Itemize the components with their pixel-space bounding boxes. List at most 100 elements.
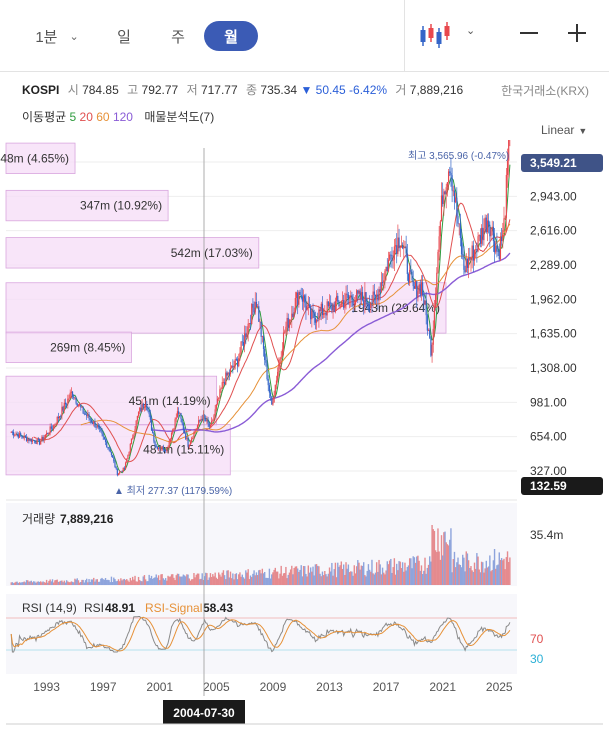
candle-body — [486, 220, 489, 233]
volume-bar — [265, 577, 267, 585]
candle-body — [66, 404, 68, 406]
candle-body — [120, 471, 122, 473]
candle-body — [360, 292, 362, 300]
volume-bar — [509, 557, 511, 585]
candle-body — [240, 341, 242, 353]
volume-bar — [177, 573, 180, 585]
candle-body — [117, 473, 120, 476]
time-tick-label: 2025 — [486, 680, 513, 694]
volume-bar — [176, 573, 179, 585]
volume-bar — [70, 581, 73, 585]
price-tick-label: 1,635.00 — [530, 327, 577, 341]
exchange-name: 한국거래소(KRX) — [501, 84, 589, 98]
volume-bar — [45, 579, 48, 585]
candle-body — [435, 294, 437, 308]
candle-body — [405, 246, 407, 254]
rsi-line — [10, 616, 511, 653]
candle-body — [366, 302, 368, 305]
candle-body — [466, 258, 469, 268]
candle-body — [41, 436, 43, 442]
volume-bar — [502, 560, 504, 585]
volume-bar — [89, 581, 91, 585]
volume-bar — [160, 574, 162, 585]
candle-body — [104, 439, 107, 443]
candle-body — [126, 458, 128, 463]
volume-bar — [464, 571, 466, 585]
candle-body — [246, 332, 248, 338]
scale-mode-label: Linear — [541, 123, 575, 137]
candle-body — [106, 442, 108, 448]
volume-bar — [302, 566, 305, 585]
volume-bar — [387, 564, 390, 585]
volume-bar — [24, 582, 27, 585]
minute-period-select[interactable]: 1분 ⌄ — [24, 21, 90, 51]
candlestick-type-icon[interactable] — [418, 18, 454, 52]
candle-body — [381, 282, 384, 283]
volume-bar — [90, 579, 93, 585]
volume-profile-bar — [5, 189, 169, 222]
candle-body — [145, 404, 147, 407]
volume-bar — [170, 574, 173, 585]
candle-body — [115, 466, 117, 469]
volume-bar — [490, 571, 492, 585]
candle-body — [473, 249, 476, 261]
candle-body — [162, 446, 164, 450]
scale-mode-select[interactable]: Linear ▼ — [541, 123, 587, 137]
tab-week[interactable]: 주 — [171, 28, 185, 46]
candle-body — [134, 429, 136, 435]
chevron-down-icon[interactable]: ⌄ — [466, 25, 476, 37]
candle-body — [429, 330, 431, 338]
volume-bar — [155, 574, 157, 585]
volume-bar — [284, 572, 286, 585]
volume-bar — [29, 581, 31, 585]
volume-bar — [410, 558, 412, 585]
volume-bar — [497, 564, 499, 585]
volume-bar — [381, 567, 384, 585]
candle-body — [236, 359, 239, 367]
candle-body — [182, 423, 184, 431]
candle-body — [294, 298, 296, 313]
price-chart[interactable]: 148m (4.65%) 347m (10.92%) 542m (17.03%) 19… — [0, 140, 609, 738]
volume-bar — [454, 567, 457, 585]
candle-body — [122, 467, 124, 472]
volume-bar — [326, 576, 328, 585]
moving-average-legend[interactable]: 이동평균 5 20 60 120 매물분석도(7) — [22, 108, 214, 125]
candle-body — [311, 310, 313, 320]
volume-bar — [254, 575, 256, 585]
candle-body — [396, 245, 398, 255]
candle-body — [62, 406, 64, 411]
candle-body — [255, 301, 258, 307]
volume-bar — [64, 582, 67, 585]
candle-body — [232, 365, 234, 368]
volume-bar — [354, 573, 357, 585]
candle-body — [227, 372, 229, 376]
price-tick-label: 654.00 — [530, 430, 567, 444]
volume-bar — [287, 574, 289, 585]
rsi-signal-line — [10, 616, 511, 652]
candle-body — [96, 425, 98, 428]
volume-bar — [256, 575, 259, 585]
candle-body — [140, 407, 142, 412]
volume-bar — [68, 582, 70, 585]
zoom-in-button[interactable] — [568, 24, 586, 42]
volume-bar — [114, 579, 116, 585]
low-label: 저 — [186, 83, 198, 97]
volume-bar — [126, 579, 128, 585]
volume-bar — [322, 575, 325, 585]
volume-bar — [28, 581, 30, 585]
zoom-out-button[interactable] — [520, 32, 538, 34]
candle-body — [139, 407, 141, 412]
volume-bar — [503, 558, 505, 585]
candle-body — [352, 299, 354, 306]
volume-bar — [56, 579, 58, 585]
tab-month[interactable]: 월 — [204, 21, 258, 51]
volume-bar — [445, 542, 447, 585]
candle-body — [60, 415, 62, 417]
tab-day[interactable]: 일 — [117, 28, 131, 46]
candle-body — [228, 372, 230, 374]
volume-bar — [441, 555, 444, 585]
volume-bar — [167, 575, 169, 585]
candle-series — [10, 140, 511, 477]
candle-body — [312, 310, 314, 313]
candle-body — [501, 236, 503, 242]
